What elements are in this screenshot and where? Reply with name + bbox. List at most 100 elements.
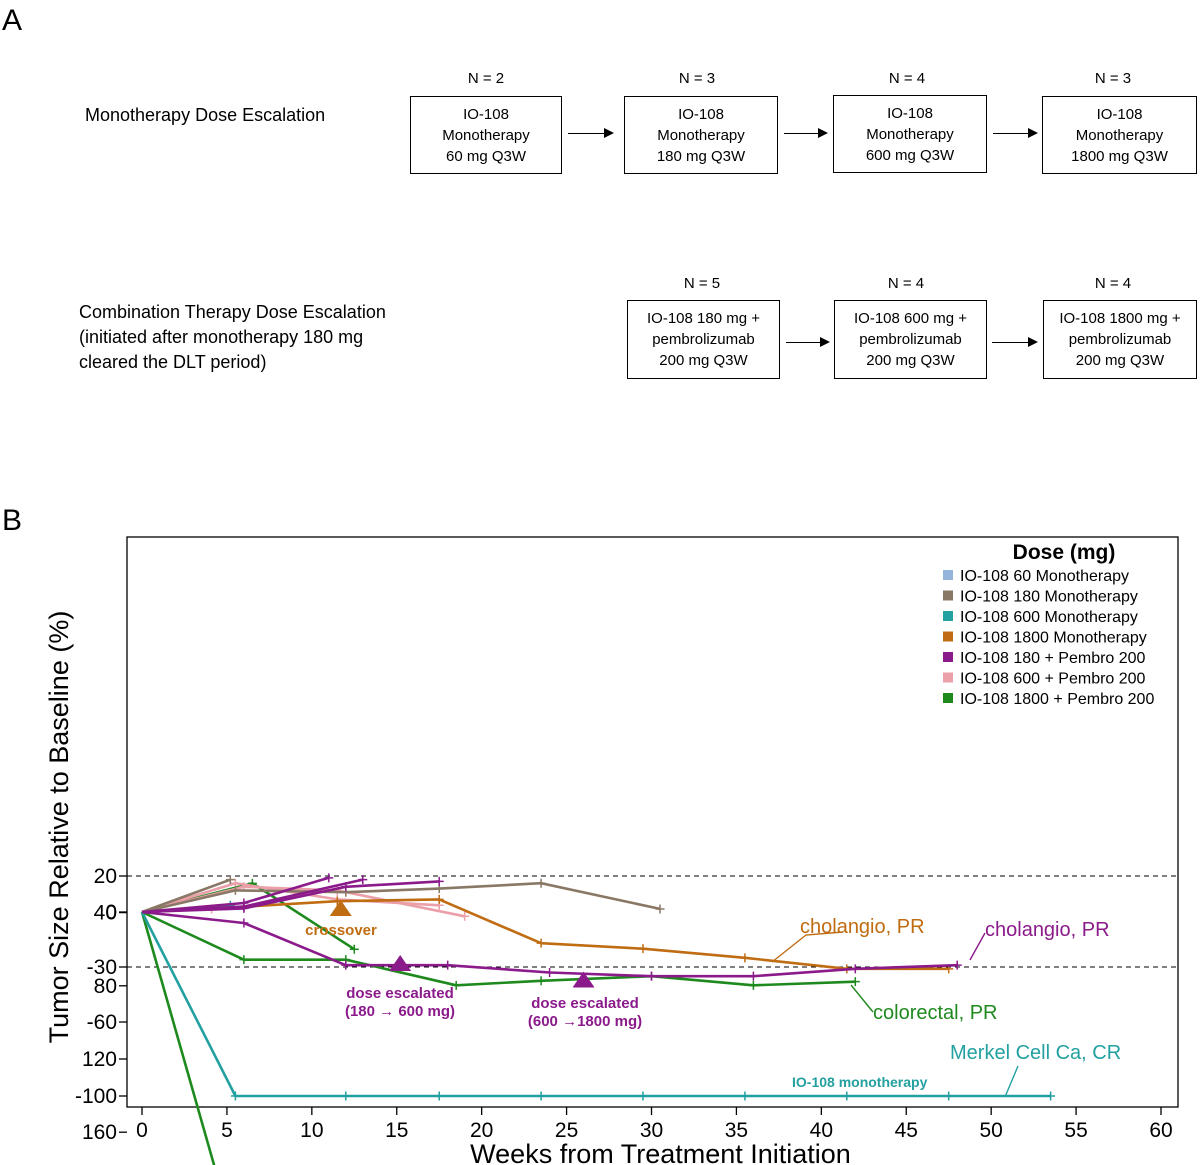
annotation-label: IO-108 monotherapy <box>792 1074 928 1090</box>
event-marker <box>572 971 595 988</box>
y-tick-label: -30 <box>87 956 117 979</box>
annotation-label: Merkel Cell Ca, CR <box>950 1042 1121 1064</box>
x-tick-label: 40 <box>810 1119 833 1142</box>
y-tick-label: 160 <box>82 1121 117 1144</box>
x-axis-title: Weeks from Treatment Initiation <box>470 1139 851 1165</box>
data-point <box>748 971 758 981</box>
data-point <box>239 903 249 913</box>
data-point <box>225 875 235 885</box>
annotation-label: cholangio, PR <box>985 919 1110 941</box>
mono-dose-box: IO-108 Monotherapy 600 mg Q3W <box>833 95 987 173</box>
annotation-label: cholangio, PR <box>800 916 925 938</box>
monotherapy-row-label: Monotherapy Dose Escalation <box>85 105 326 125</box>
event-marker-label: dose escalated (600 →1800 mg) <box>528 995 642 1030</box>
data-point <box>638 1091 648 1101</box>
data-point <box>850 977 860 987</box>
data-point <box>655 904 665 914</box>
data-point <box>324 873 334 883</box>
x-tick-label: 55 <box>1064 1119 1087 1142</box>
escalation-arrow <box>786 337 830 347</box>
data-point <box>647 971 656 981</box>
combo-dose-box: IO-108 180 mg + pembrolizumab 200 mg Q3W <box>627 300 780 379</box>
annotation-leader <box>771 931 844 963</box>
data-point <box>952 960 962 970</box>
panel-a-letter: A <box>2 4 23 37</box>
x-tick-label: 20 <box>470 1119 493 1142</box>
legend-entry-label: IO-108 600 Monotherapy <box>960 609 1138 626</box>
legend-entry-label: IO-108 180 Monotherapy <box>960 589 1138 606</box>
legend-entry-label: IO-108 180 + Pembro 200 <box>960 650 1146 667</box>
data-point <box>536 976 546 986</box>
data-point <box>740 953 750 963</box>
mono-dose-box: IO-108 Monotherapy 180 mg Q3W <box>624 96 778 174</box>
data-point <box>239 955 249 965</box>
data-point <box>434 876 444 886</box>
escalation-arrow <box>992 337 1038 347</box>
legend-swatch <box>943 590 953 601</box>
mono-n-label: N = 4 <box>888 70 926 87</box>
legend-swatch <box>943 652 953 662</box>
annotation-leader <box>850 984 874 1013</box>
combo-n-label: N = 5 <box>683 275 721 292</box>
data-point <box>443 960 453 970</box>
legend-entry-label: IO-108 600 + Pembro 200 <box>960 671 1146 688</box>
series-line <box>140 911 1051 1098</box>
x-tick-label: 45 <box>895 1119 918 1142</box>
event-marker-label: crossover <box>305 922 377 939</box>
legend-swatch <box>943 693 953 703</box>
data-point <box>536 938 546 948</box>
x-tick-label: 50 <box>979 1119 1002 1142</box>
mono-n-label: N = 3 <box>1094 70 1132 87</box>
data-point <box>434 1091 444 1101</box>
annotation-label: colorectal, PR <box>873 1002 998 1024</box>
series-line <box>141 910 856 987</box>
data-point <box>451 980 461 990</box>
event-marker <box>329 900 352 916</box>
legend-entry-label: IO-108 1800 + Pembro 200 <box>960 691 1154 708</box>
mono-n-label: N = 2 <box>467 70 505 87</box>
data-point <box>341 1091 351 1101</box>
data-point <box>740 1091 750 1101</box>
data-point <box>536 1091 546 1101</box>
data-point <box>460 911 470 921</box>
x-tick-label: 0 <box>136 1119 148 1142</box>
escalation-arrow <box>568 128 614 138</box>
event-marker <box>389 955 412 971</box>
escalation-arrow <box>784 128 828 138</box>
y-tick-label: 120 <box>82 1048 117 1071</box>
x-tick-label: 30 <box>640 1119 663 1142</box>
y-axis-title: Tumor Size Relative to Baseline (%) <box>44 611 74 1044</box>
y-tick-label: 0 <box>105 901 117 924</box>
x-tick-label: 5 <box>221 1119 233 1142</box>
x-tick-label: 35 <box>725 1119 748 1142</box>
y-tick-label: -60 <box>87 1011 117 1034</box>
event-marker-label: dose escalated (180 → 600 mg) <box>345 985 455 1020</box>
data-point <box>944 1091 954 1101</box>
x-tick-label: 25 <box>555 1119 578 1142</box>
y-tick-label: 80 <box>94 975 117 998</box>
legend-swatch <box>943 631 953 642</box>
legend: Dose (mg) IO-108 60 Monotherapy IO-108 180… <box>943 541 1154 708</box>
escalation-arrow <box>993 128 1038 138</box>
data-point <box>850 964 860 974</box>
series-line <box>141 878 231 914</box>
data-point <box>349 944 359 954</box>
mono-n-label: N = 3 <box>678 70 716 87</box>
x-tick-label: 15 <box>385 1119 408 1142</box>
annotation-leader <box>1004 1065 1019 1098</box>
data-point <box>239 918 249 928</box>
x-tick-label: 10 <box>300 1119 323 1142</box>
combo-n-label: N = 4 <box>887 275 925 292</box>
combination-row-label: Combination Therapy Dose Escalation (ini… <box>79 302 386 372</box>
series-line <box>141 881 661 914</box>
legend-entry-label: IO-108 60 Monotherapy <box>960 568 1129 585</box>
legend-swatch <box>943 611 953 621</box>
mono-dose-box: IO-108 Monotherapy 1800 mg Q3W <box>1042 96 1197 174</box>
data-point <box>748 980 758 990</box>
y-tick-label: 20 <box>94 865 117 888</box>
combo-dose-box: IO-108 600 mg + pembrolizumab 200 mg Q3W <box>834 300 987 379</box>
legend-entry-label: IO-108 1800 Monotherapy <box>960 630 1147 647</box>
legend-swatch <box>943 672 953 683</box>
data-point <box>341 882 351 892</box>
series-line <box>140 911 216 1165</box>
